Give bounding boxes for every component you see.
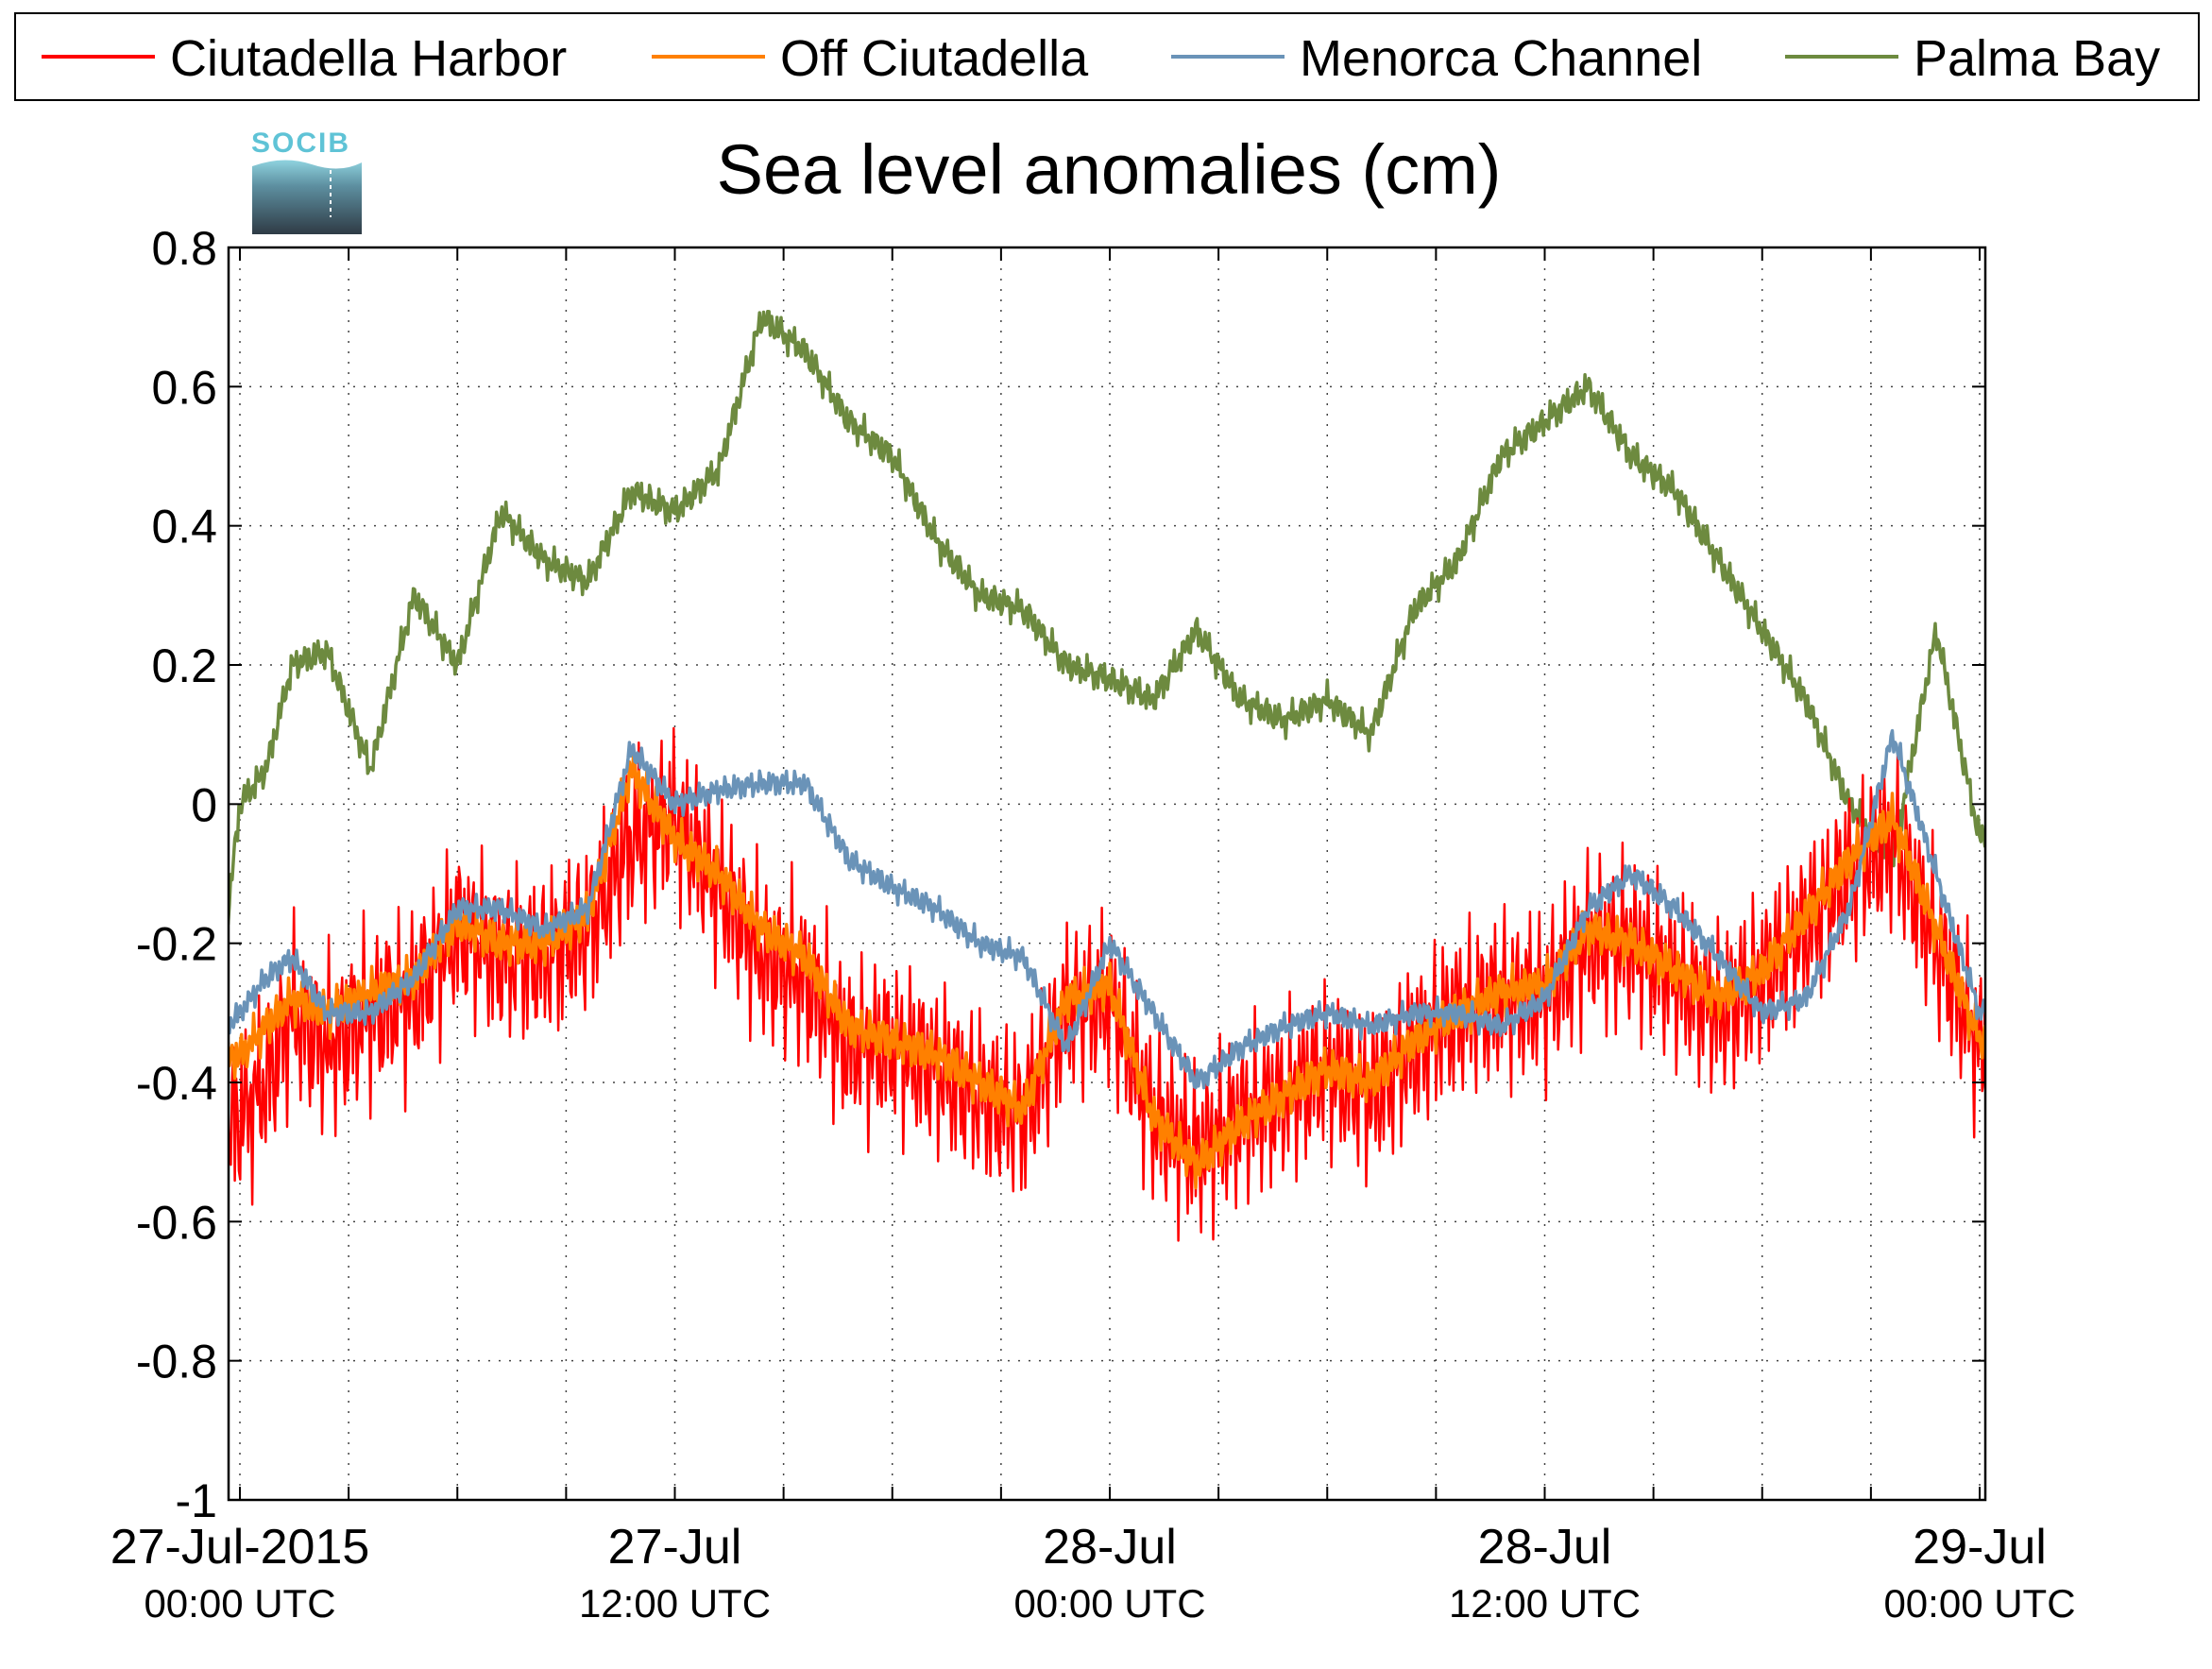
x-tick-date-label: 28-Jul — [1043, 1520, 1177, 1575]
legend-label-palma-bay: Palma Bay — [1914, 30, 2160, 87]
y-tick-label: 0.8 — [151, 222, 217, 275]
x-tick-date-label: 29-Jul — [1913, 1520, 2047, 1575]
x-tick-time-label: 12:00 UTC — [1449, 1581, 1641, 1626]
y-tick-label: 0.6 — [151, 361, 217, 414]
plot-background — [229, 247, 1985, 1500]
x-tick-time-label: 12:00 UTC — [579, 1581, 771, 1626]
y-tick-label: -0.4 — [136, 1057, 217, 1110]
series-line-off-ciutadella — [229, 754, 1985, 1190]
y-tick-label: -0.6 — [136, 1196, 217, 1249]
x-tick-time-label: 00:00 UTC — [1883, 1581, 2075, 1626]
series-line-palma-bay — [229, 309, 1985, 927]
series-line-menorca-channel — [229, 728, 1985, 1090]
chart-title: Sea level anomalies (cm) — [717, 130, 1502, 209]
series-layer — [229, 309, 1985, 1242]
legend-label-off-ciutadella: Off Ciutadella — [780, 30, 1089, 87]
y-tick-label: 0 — [191, 778, 217, 831]
y-tick-label: -0.8 — [136, 1336, 217, 1388]
legend-label-menorca-channel: Menorca Channel — [1300, 30, 1702, 87]
socib-logo: SOCIB — [251, 128, 362, 234]
y-tick-label: 0.2 — [151, 639, 217, 692]
y-tick-label: -0.2 — [136, 918, 217, 971]
plot-area — [227, 246, 1987, 1502]
logo-wave — [252, 160, 362, 234]
plot-frame — [227, 246, 1987, 1502]
x-tick-date-label: 28-Jul — [1478, 1520, 1612, 1575]
logo-text: SOCIB — [251, 128, 350, 159]
tick-marks — [229, 247, 1985, 1501]
x-tick-time-label: 00:00 UTC — [1013, 1581, 1205, 1626]
y-tick-label: -1 — [176, 1474, 217, 1527]
y-tick-label: 0.4 — [151, 501, 217, 553]
legend-label-ciutadella-harbor: Ciutadella Harbor — [170, 30, 567, 87]
x-axis-labels: 27-Jul-2015 00:00 UTC 27-Jul 12:00 UTC 28-Ju… — [111, 1520, 2076, 1626]
x-tick-time-label: 00:00 UTC — [144, 1581, 335, 1626]
x-tick-date-label: 27-Jul-2015 — [111, 1520, 370, 1575]
legend: Ciutadella Harbor Off Ciutadella Menorca… — [14, 12, 2200, 101]
x-tick-date-label: 27-Jul — [608, 1520, 742, 1575]
y-axis-labels: 0.8 0.6 0.4 0.2 0 -0.2 -0.4 -0.6 -0.8 -1 — [136, 222, 217, 1527]
